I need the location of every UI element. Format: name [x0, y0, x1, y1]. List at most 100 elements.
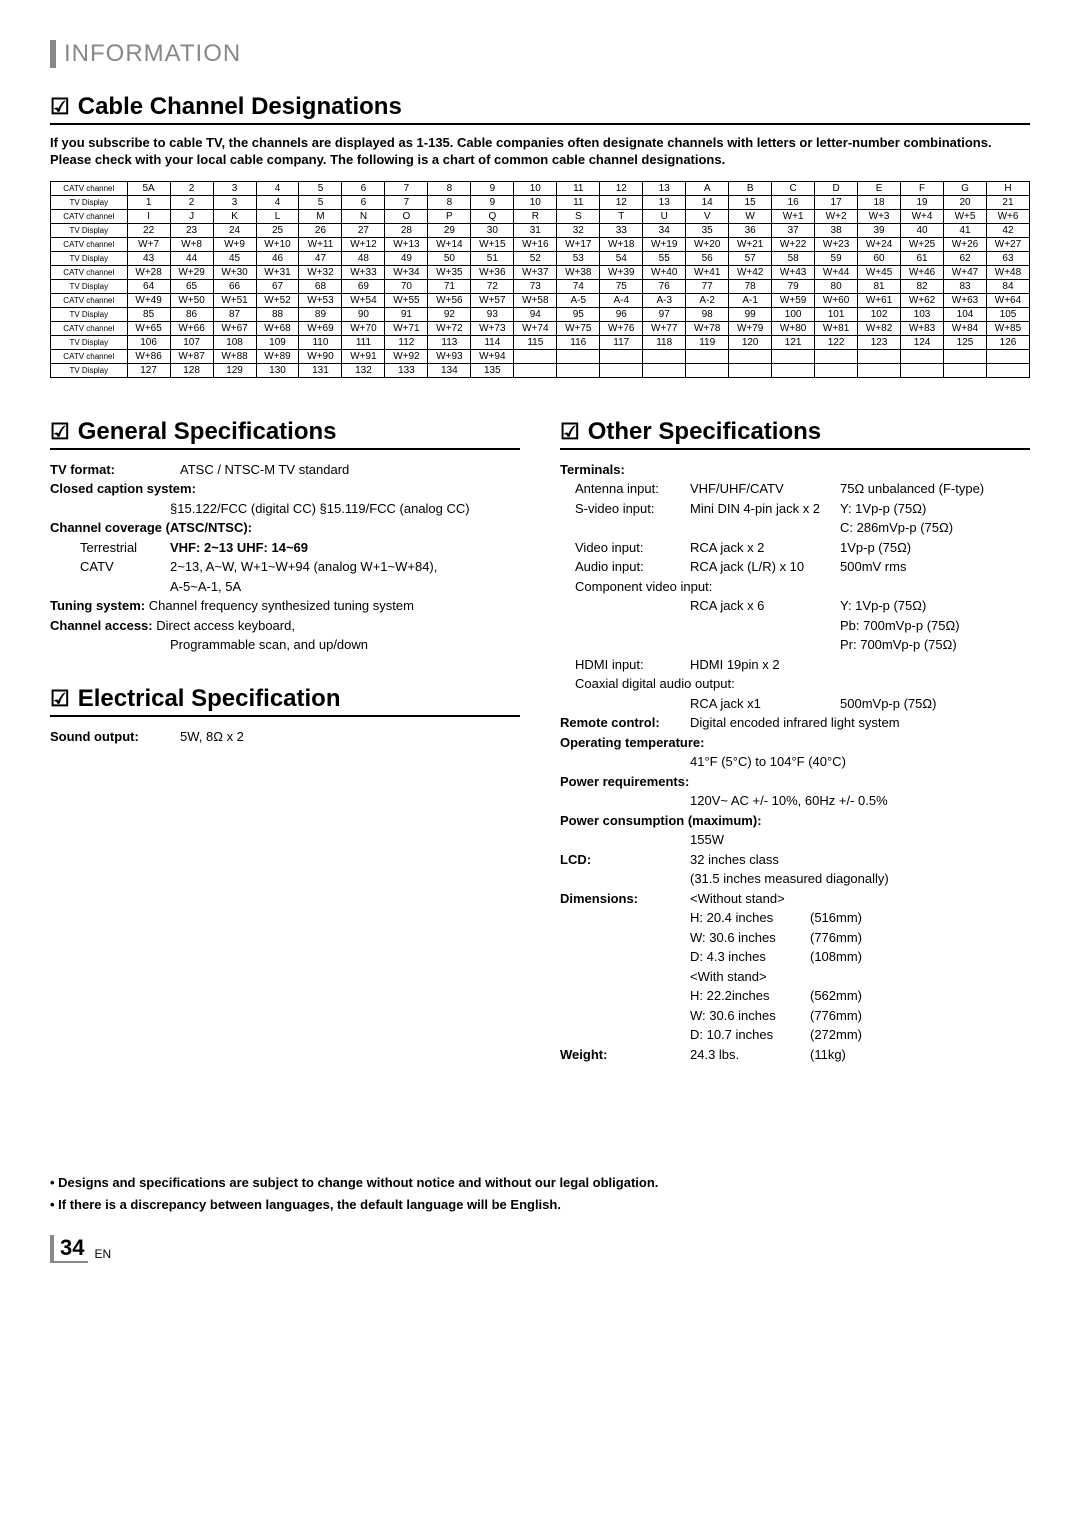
dim-w-w-mm: (776mm): [810, 1006, 862, 1026]
channel-cell: W+8: [170, 237, 213, 251]
dim-w-d: D: 10.7 inches: [690, 1025, 810, 1045]
page-lang: EN: [94, 1247, 111, 1263]
channel-cell: W+58: [514, 293, 557, 307]
channel-cell: W+80: [772, 321, 815, 335]
hdmi-label: HDMI input:: [575, 655, 690, 675]
channel-cell: 40: [901, 223, 944, 237]
optemp-val: 41°F (5°C) to 104°F (40°C): [690, 752, 1030, 772]
channel-cell: 2: [170, 195, 213, 209]
antenna-spec: 75Ω unbalanced (F-type): [840, 479, 1010, 499]
component-val: RCA jack x 6: [690, 596, 840, 616]
channel-cell: W+36: [471, 265, 514, 279]
channel-cell: W+70: [342, 321, 385, 335]
component-pr: Pr: 700mVp-p (75Ω): [840, 635, 1010, 655]
footer-notes: • Designs and specifications are subject…: [50, 1174, 1030, 1214]
audio-label: Audio input:: [575, 557, 690, 577]
svideo-y: Y: 1Vp-p (75Ω): [840, 499, 1010, 519]
channel-cell: W+77: [643, 321, 686, 335]
channel-cell: 18: [858, 195, 901, 209]
channel-cell: [514, 349, 557, 363]
channel-cell: W+11: [299, 237, 342, 251]
powerreq-label: Power requirements:: [560, 772, 689, 792]
channel-cell: I: [127, 209, 170, 223]
channel-cell: W+42: [729, 265, 772, 279]
channel-cell: 71: [428, 279, 471, 293]
channel-cell: W+59: [772, 293, 815, 307]
channel-cell: W+4: [901, 209, 944, 223]
channel-cell: 25: [256, 223, 299, 237]
channel-cell: W+79: [729, 321, 772, 335]
channel-cell: 75: [600, 279, 643, 293]
channel-cell: 116: [557, 335, 600, 349]
channel-cell: A: [686, 181, 729, 195]
catv-row-label: CATV channel: [51, 209, 128, 223]
channel-cell: 13: [643, 195, 686, 209]
channel-cell: W+25: [901, 237, 944, 251]
channel-cell: W+71: [385, 321, 428, 335]
channel-cell: [686, 349, 729, 363]
channel-cell: 97: [643, 307, 686, 321]
channel-cell: W+68: [256, 321, 299, 335]
footer-note-1: • Designs and specifications are subject…: [50, 1174, 1030, 1192]
channel-cell: 67: [256, 279, 299, 293]
coax-val: RCA jack x1: [690, 694, 840, 714]
channel-cell: M: [299, 209, 342, 223]
channel-cell: 2: [170, 181, 213, 195]
dim-wo-d-mm: (108mm): [810, 947, 862, 967]
channel-cell: 5: [299, 181, 342, 195]
channel-cell: W+87: [170, 349, 213, 363]
sound-val: 5W, 8Ω x 2: [180, 727, 520, 747]
channel-cell: 113: [428, 335, 471, 349]
channel-cell: W+60: [815, 293, 858, 307]
catv-row-label: CATV channel: [51, 321, 128, 335]
channel-cell: [815, 349, 858, 363]
lcd-label: LCD:: [560, 850, 690, 870]
channel-cell: 12: [600, 195, 643, 209]
header-title: INFORMATION: [64, 40, 241, 68]
channel-cell: 112: [385, 335, 428, 349]
channel-cell: F: [901, 181, 944, 195]
channel-cell: 24: [213, 223, 256, 237]
channel-cell: D: [815, 181, 858, 195]
terrestrial-val: VHF: 2~13 UHF: 14~69: [170, 540, 308, 555]
channel-cell: [643, 349, 686, 363]
channel-cell: 4: [256, 195, 299, 209]
channel-cell: W+78: [686, 321, 729, 335]
channel-cell: 52: [514, 251, 557, 265]
channel-cell: 17: [815, 195, 858, 209]
channel-cell: 65: [170, 279, 213, 293]
channel-cell: 108: [213, 335, 256, 349]
weight-val: 24.3 lbs.: [690, 1045, 810, 1065]
channel-cell: 122: [815, 335, 858, 349]
channel-cell: 133: [385, 363, 428, 377]
channel-cell: W+34: [385, 265, 428, 279]
channel-cell: W+75: [557, 321, 600, 335]
page-header: INFORMATION: [50, 40, 1030, 68]
channel-cell: 6: [342, 195, 385, 209]
channel-cell: U: [643, 209, 686, 223]
channel-cell: W+38: [557, 265, 600, 279]
channel-cell: A-5: [557, 293, 600, 307]
channel-cell: 11: [557, 181, 600, 195]
channel-cell: W+43: [772, 265, 815, 279]
channel-cell: W+9: [213, 237, 256, 251]
channel-cell: 95: [557, 307, 600, 321]
channel-cell: [858, 363, 901, 377]
dim-w-h-mm: (562mm): [810, 986, 862, 1006]
channel-cell: W+51: [213, 293, 256, 307]
tuning-label: Tuning system:: [50, 596, 145, 616]
channel-cell: 8: [428, 195, 471, 209]
channel-cell: R: [514, 209, 557, 223]
channel-cell: 5: [299, 195, 342, 209]
section-cable-title: ☑ Cable Channel Designations: [50, 93, 1030, 125]
channel-cell: 34: [643, 223, 686, 237]
channel-cell: W+74: [514, 321, 557, 335]
access-val1: Direct access keyboard,: [156, 618, 295, 633]
channel-cell: W+40: [643, 265, 686, 279]
coverage-label: Channel coverage (ATSC/NTSC):: [50, 518, 252, 538]
channel-cell: A-4: [600, 293, 643, 307]
channel-cell: W+22: [772, 237, 815, 251]
channel-cell: [772, 349, 815, 363]
channel-cell: 42: [986, 223, 1029, 237]
channel-cell: W+14: [428, 237, 471, 251]
